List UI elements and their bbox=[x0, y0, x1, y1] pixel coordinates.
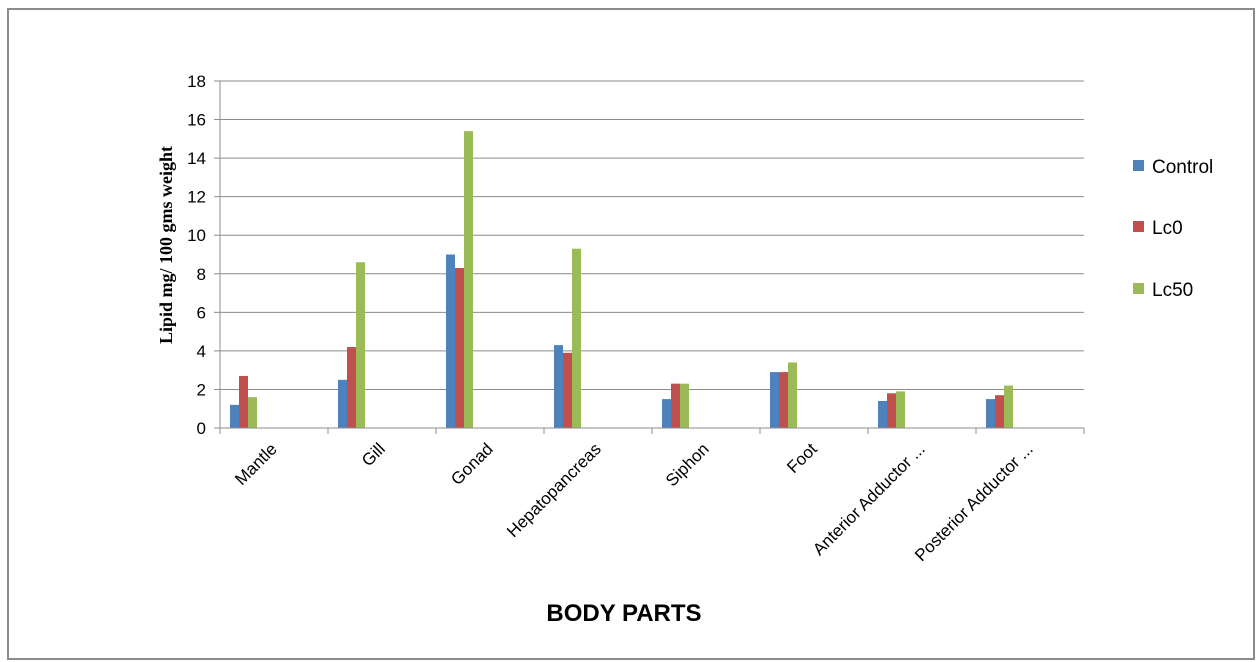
bar-lc50-6 bbox=[788, 362, 797, 428]
x-tick-label: Gill bbox=[358, 439, 389, 470]
x-tick-label: Siphon bbox=[662, 439, 713, 490]
y-tick-label: 6 bbox=[197, 303, 206, 322]
chart-frame bbox=[7, 8, 1255, 660]
bar-control-5 bbox=[662, 399, 671, 428]
x-tick-labels: Mantle Gill Gonad Hepatopancreas Siphon FootA… bbox=[231, 439, 1037, 565]
x-tick-label: Hepatopancreas bbox=[503, 439, 605, 541]
bar-lc50-4 bbox=[572, 248, 581, 428]
bar-lc0-4 bbox=[563, 352, 572, 428]
bar-lc50-3 bbox=[464, 131, 473, 428]
bar-lc50-7 bbox=[896, 391, 905, 428]
bar-control-2 bbox=[338, 379, 347, 428]
bar-lc50-1 bbox=[248, 397, 257, 428]
axes bbox=[219, 81, 1085, 434]
x-tick-label: Gonad bbox=[447, 439, 497, 489]
bar-control-3 bbox=[446, 254, 455, 428]
bar-lc0-2 bbox=[347, 347, 356, 428]
x-tick-label: Foot bbox=[783, 439, 821, 477]
bar-lc50-5 bbox=[680, 383, 689, 428]
y-tick-label: 16 bbox=[187, 111, 206, 130]
bar-lc0-7 bbox=[887, 393, 896, 428]
y-tick-label: 4 bbox=[197, 342, 206, 361]
legend-swatch-lc50 bbox=[1133, 283, 1144, 294]
x-axis-label: BODY PARTS bbox=[546, 600, 701, 627]
y-tick-label: 10 bbox=[187, 226, 206, 245]
bar-lc0-6 bbox=[779, 372, 788, 428]
y-tick-label: 2 bbox=[197, 380, 206, 399]
y-tick-label: 0 bbox=[197, 419, 206, 438]
x-tick-label: Posterior Adductor ... bbox=[911, 439, 1037, 565]
y-tick-label: 8 bbox=[197, 265, 206, 284]
legend-label-lc50: Lc50 bbox=[1152, 280, 1193, 301]
bar-lc0-5 bbox=[671, 383, 680, 428]
x-tick-label: Mantle bbox=[231, 439, 281, 489]
bar-lc50-8 bbox=[1004, 385, 1013, 428]
y-tick-label: 12 bbox=[187, 188, 206, 207]
bar-control-1 bbox=[230, 404, 239, 428]
bar-lc0-3 bbox=[455, 267, 464, 428]
bars bbox=[230, 131, 1013, 428]
gridlines bbox=[214, 80, 1084, 429]
bar-control-4 bbox=[554, 345, 563, 428]
legend-swatch-lc0 bbox=[1133, 221, 1144, 232]
legend-swatch-control bbox=[1133, 160, 1144, 171]
bar-control-8 bbox=[986, 399, 995, 428]
legend: Control Lc0 Lc50 bbox=[1133, 157, 1213, 301]
legend-label-control: Control bbox=[1152, 157, 1213, 178]
bar-lc0-1 bbox=[239, 375, 248, 428]
y-tick-label: 18 bbox=[187, 72, 206, 91]
y-tick-labels: 0 2 4 6 8 10 12 14 16 18 bbox=[187, 72, 206, 438]
y-tick-label: 14 bbox=[187, 149, 206, 168]
bar-control-7 bbox=[878, 401, 887, 428]
bar-control-6 bbox=[770, 372, 779, 428]
legend-label-lc0: Lc0 bbox=[1152, 218, 1183, 239]
bar-lc0-8 bbox=[995, 395, 1004, 428]
bar-lc50-2 bbox=[356, 262, 365, 428]
x-tick-label: Anterior Adductor ... bbox=[809, 439, 929, 559]
y-axis-label: Lipid mg/ 100 gms weight bbox=[156, 146, 176, 344]
